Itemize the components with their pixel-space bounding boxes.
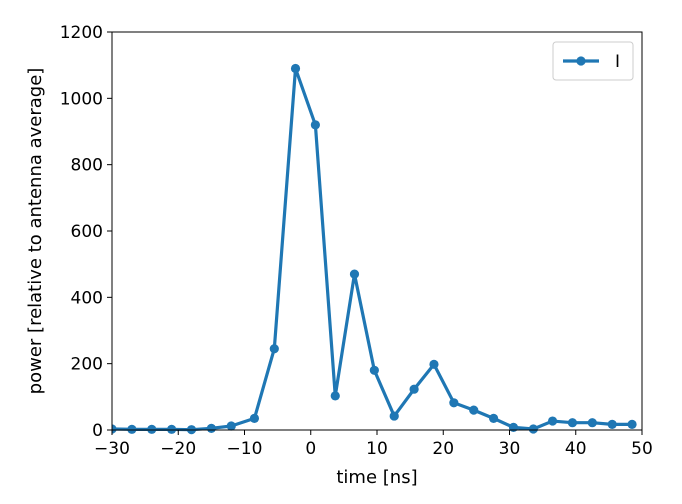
- x-tick-label: 40: [565, 439, 587, 459]
- data-point: [112, 424, 117, 434]
- y-axis-label: power [relative to antenna average]: [25, 68, 46, 395]
- data-point: [528, 424, 538, 434]
- x-axis-label: time [ns]: [336, 467, 417, 488]
- y-tick-label: 600: [71, 222, 103, 242]
- legend: I: [552, 41, 634, 81]
- data-point: [147, 424, 157, 434]
- y-tick-label: 400: [71, 288, 103, 308]
- data-point: [349, 269, 360, 279]
- data-point: [369, 365, 379, 375]
- data-point: [290, 63, 301, 74]
- data-point: [567, 418, 578, 428]
- data-point: [167, 424, 177, 434]
- data-point: [226, 421, 236, 431]
- plot-layer: [112, 32, 642, 430]
- plot-area: [112, 32, 642, 430]
- y-tick-label: 0: [92, 421, 103, 441]
- x-tick-label: 50: [631, 439, 653, 459]
- x-tick-label: 30: [499, 439, 521, 459]
- y-tick-label: 1200: [60, 23, 103, 43]
- legend-marker: [576, 56, 586, 66]
- data-point: [409, 384, 419, 394]
- data-point: [508, 422, 519, 432]
- y-tick-label: 800: [71, 156, 103, 176]
- data-point: [127, 424, 137, 434]
- x-tick-label: −10: [227, 439, 263, 459]
- x-tick-label: 20: [432, 439, 454, 459]
- data-point: [547, 416, 558, 426]
- legend-label: I: [615, 52, 620, 72]
- y-tick-label: 1000: [60, 89, 103, 109]
- data-point: [310, 120, 320, 130]
- x-tick-label: 0: [305, 439, 316, 459]
- x-tick-label: −20: [160, 439, 196, 459]
- data-point: [249, 413, 260, 423]
- data-point: [607, 419, 617, 429]
- data-point: [627, 419, 637, 429]
- axes-layer: −30 −20 −10 0 10 20 30 40 50 0 200 400 600 800 1000 120…: [25, 23, 653, 488]
- data-point: [206, 423, 216, 433]
- data-point: [269, 344, 279, 354]
- data-point: [469, 405, 479, 415]
- data-point: [330, 391, 340, 401]
- y-tick-label: 200: [71, 355, 103, 375]
- data-point: [449, 398, 459, 408]
- x-tick-label: 10: [366, 439, 388, 459]
- x-tick-label: −30: [94, 439, 130, 459]
- data-point: [429, 359, 439, 369]
- data-point: [489, 413, 499, 423]
- data-point: [389, 411, 399, 421]
- data-point: [587, 418, 597, 428]
